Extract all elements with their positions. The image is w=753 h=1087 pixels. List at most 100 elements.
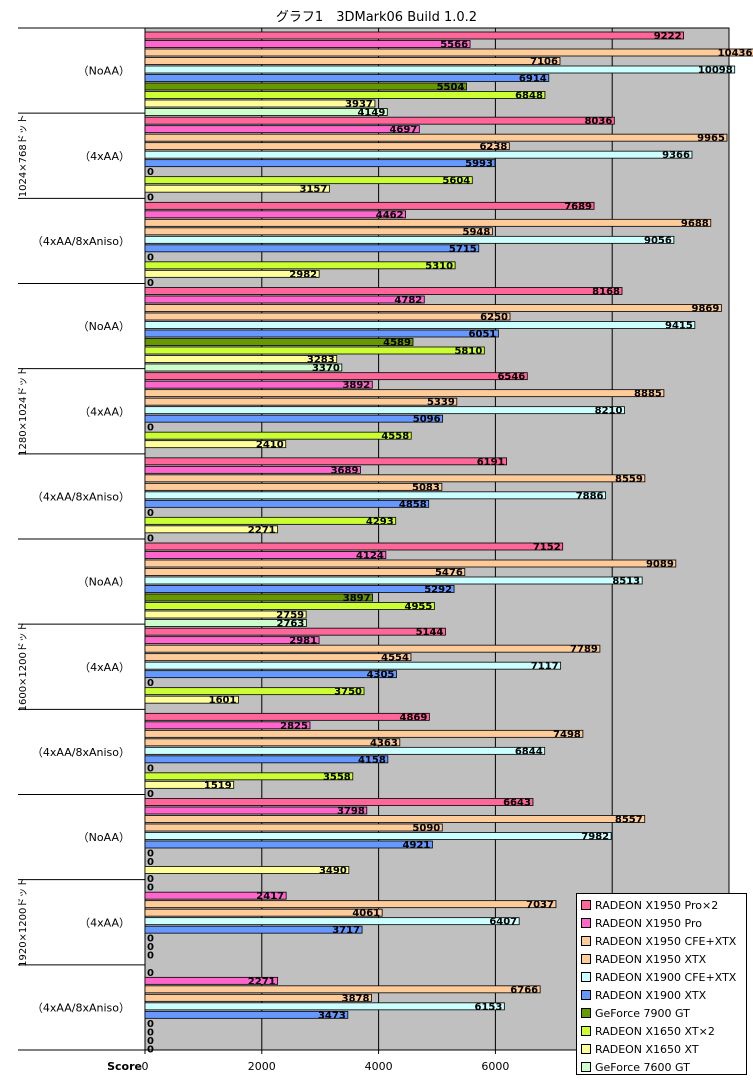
data-label: 5310	[425, 261, 453, 272]
bar	[144, 568, 466, 576]
data-label: 0	[147, 874, 154, 885]
data-label: 4589	[383, 338, 411, 349]
bar	[144, 48, 753, 57]
category-label: （NoAA）	[78, 831, 130, 844]
chart-title: グラフ1 3DMark06 Build 1.0.2	[275, 10, 478, 25]
bar	[144, 516, 397, 525]
legend-label: GeForce 7900 GT	[595, 1006, 690, 1020]
data-label: 10436	[718, 48, 753, 59]
x-tick-label: 2000	[248, 1060, 276, 1073]
data-label: 3370	[312, 363, 340, 374]
data-label: 7982	[581, 832, 609, 843]
data-label: 8036	[584, 116, 612, 127]
resolution-label: 1920×1200ドット	[18, 878, 29, 967]
bar	[144, 610, 307, 619]
legend-swatch	[581, 918, 591, 928]
bar	[144, 891, 287, 900]
bar	[144, 457, 507, 466]
bar	[144, 235, 675, 244]
data-label: 4293	[366, 516, 394, 527]
bar	[144, 900, 557, 909]
data-label: 7117	[531, 661, 559, 672]
bar	[144, 670, 397, 679]
category-label: （4xAA）	[79, 150, 130, 163]
data-label: 8168	[592, 287, 620, 298]
data-label: 2271	[248, 525, 276, 536]
legend-label: RADEON X1950 XTX	[595, 952, 707, 966]
bar	[144, 602, 435, 610]
legend-swatch	[581, 1062, 591, 1072]
legend-label: RADEON X1650 XT	[595, 1042, 699, 1056]
legend-item: RADEON X1650 XT×2	[581, 1022, 746, 1040]
data-label: 0	[147, 193, 154, 204]
bar	[144, 201, 595, 210]
legend-swatch	[581, 954, 591, 964]
data-label: 4558	[381, 431, 409, 442]
data-label: 0	[147, 508, 154, 519]
bar	[144, 976, 279, 985]
data-label: 3717	[332, 925, 360, 936]
bar	[144, 150, 693, 159]
bar	[144, 295, 425, 304]
data-label: 5476	[435, 568, 463, 579]
data-label: 7152	[533, 542, 561, 553]
data-label: 6546	[497, 372, 525, 383]
bar	[144, 142, 510, 151]
bar	[144, 1010, 349, 1019]
bar	[144, 338, 414, 346]
data-label: 5993	[465, 159, 493, 170]
bar	[144, 380, 373, 389]
data-label: 5566	[440, 40, 468, 51]
legend-swatch	[581, 1008, 591, 1018]
x-tick-label: 0	[142, 1060, 149, 1073]
bar	[144, 525, 279, 534]
bar	[144, 1002, 505, 1011]
bar	[144, 593, 373, 602]
data-label: 3490	[319, 866, 347, 877]
data-label: 9366	[662, 150, 690, 161]
data-label: 6250	[480, 312, 508, 323]
data-label: 7037	[526, 900, 554, 911]
data-label: 6407	[489, 917, 517, 928]
data-label: 10098	[698, 65, 733, 76]
data-label: 0	[147, 968, 154, 979]
legend-label: RADEON X1900 CFE+XTX	[595, 970, 737, 984]
data-label: 4955	[405, 602, 433, 613]
data-label: 6153	[474, 1002, 502, 1013]
bar	[144, 108, 388, 116]
data-label: 4462	[376, 210, 404, 221]
data-label: 2763	[277, 619, 305, 630]
data-label: 0	[147, 883, 154, 894]
data-label: 6914	[519, 74, 547, 85]
bar	[144, 184, 330, 193]
bar	[144, 661, 562, 670]
data-label: 9056	[644, 235, 672, 246]
data-label: 6191	[477, 457, 505, 468]
bar	[144, 244, 480, 253]
data-label: 6844	[515, 746, 543, 757]
data-label: 5948	[463, 227, 491, 238]
bar	[144, 125, 420, 134]
data-label: 4061	[352, 908, 380, 919]
bar	[144, 40, 471, 48]
category-label: （4xAA/8xAniso）	[32, 746, 130, 759]
bar	[144, 31, 684, 40]
data-label: 0	[147, 533, 154, 544]
bar	[144, 729, 584, 738]
data-label: 4305	[367, 670, 395, 681]
bar	[144, 406, 625, 415]
data-label: 4782	[394, 295, 422, 306]
data-label: 3798	[337, 806, 365, 817]
data-label: 0	[147, 789, 154, 800]
data-label: 2759	[276, 610, 304, 621]
data-label: 2825	[280, 721, 308, 732]
data-label: 1601	[209, 695, 237, 706]
data-label: 8559	[615, 474, 643, 485]
data-label: 5339	[427, 397, 455, 408]
data-label: 0	[147, 951, 154, 962]
data-label: 4363	[370, 738, 398, 749]
bar	[144, 721, 311, 730]
category-label: （NoAA）	[78, 320, 130, 333]
bar	[144, 355, 338, 363]
bar	[144, 474, 646, 483]
